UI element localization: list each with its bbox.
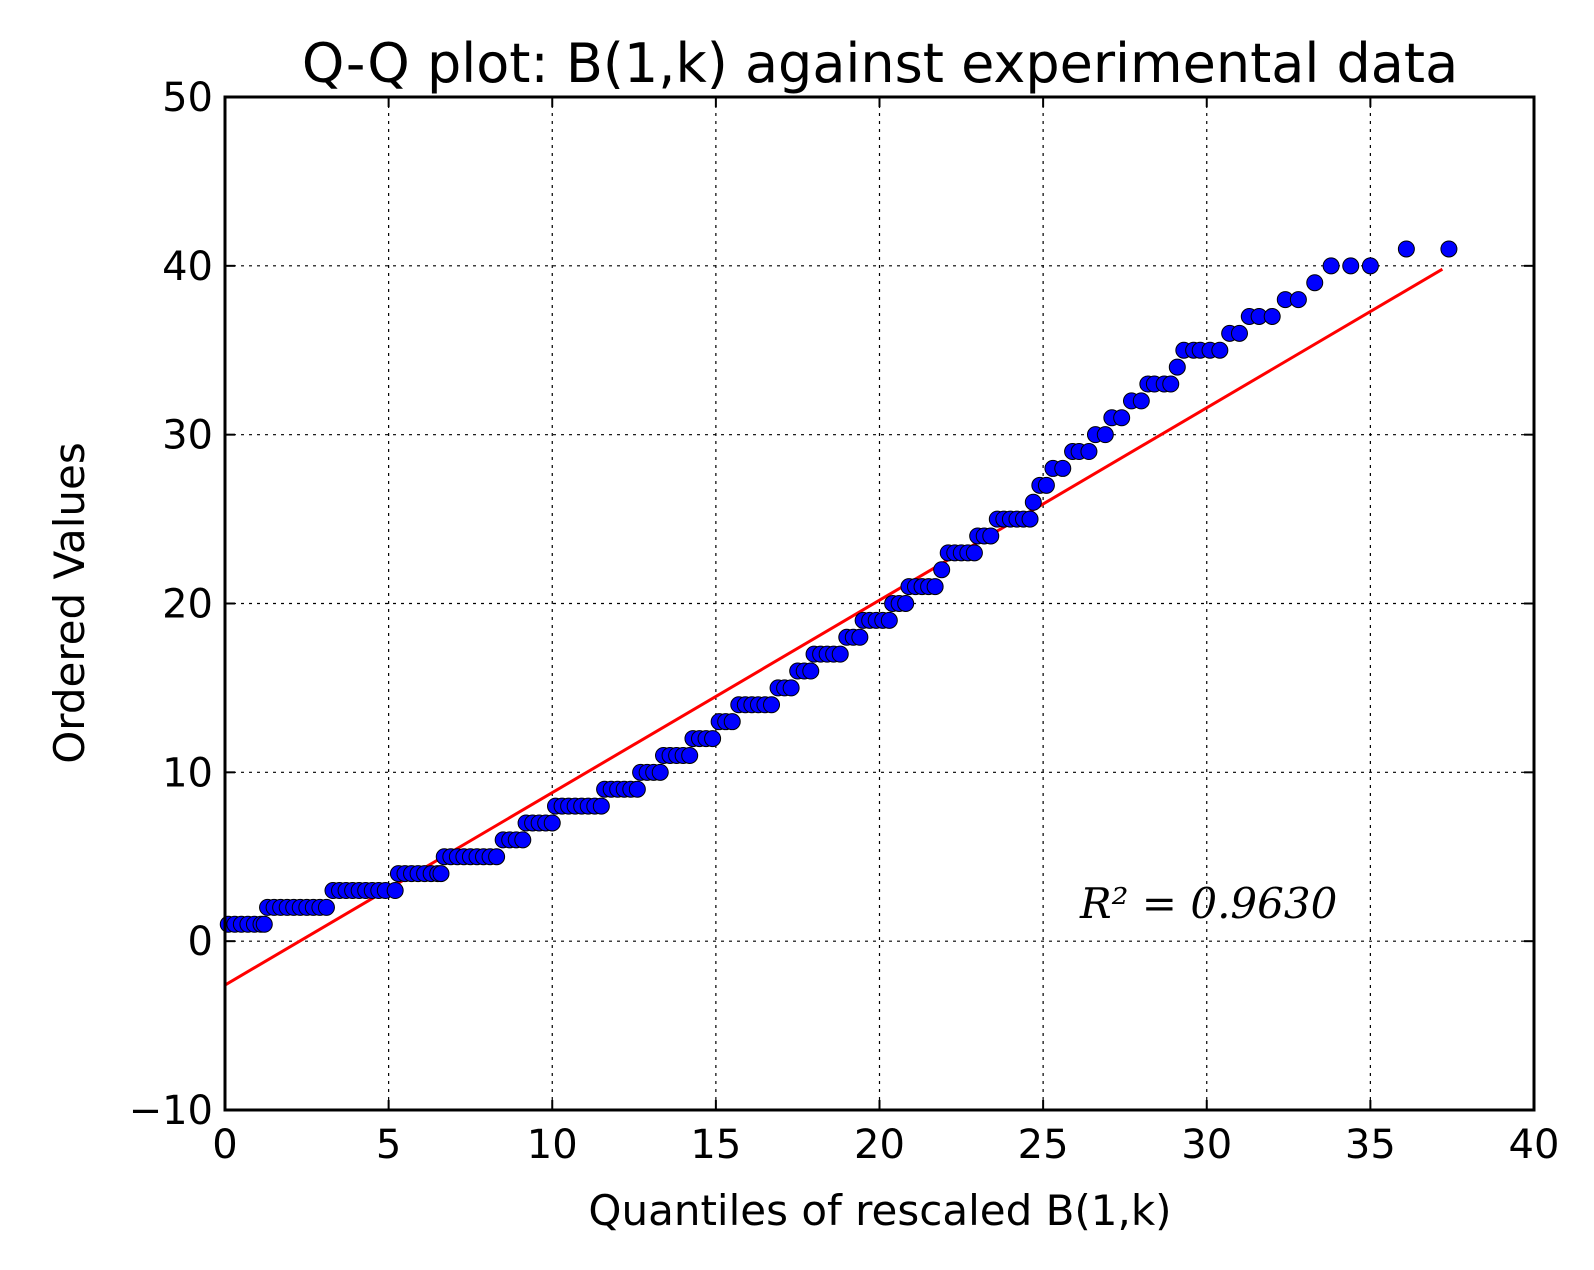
y-tick-label: −10: [129, 1088, 213, 1134]
data-point: [1096, 426, 1114, 444]
data-point: [488, 848, 506, 866]
data-point: [1113, 409, 1131, 427]
data-point: [704, 730, 722, 748]
data-point: [897, 595, 915, 612]
data-point: [681, 746, 699, 764]
data-point: [1037, 476, 1055, 494]
data-point: [543, 814, 561, 832]
y-tick-label: 20: [162, 582, 213, 628]
y-axis-label: Ordered Values: [45, 442, 94, 764]
data-point: [723, 713, 741, 731]
data-point: [592, 797, 610, 815]
y-tick-label: 0: [188, 919, 213, 965]
y-tick-label: 30: [162, 413, 213, 459]
x-tick-label: 25: [1018, 1122, 1069, 1168]
data-point: [1024, 493, 1042, 511]
data-point: [651, 763, 669, 781]
data-point: [1080, 443, 1098, 461]
data-point: [1361, 257, 1379, 275]
x-axis-label: Quantiles of rescaled B(1,k): [588, 1186, 1171, 1235]
data-point: [1306, 274, 1324, 292]
x-tick-label: 15: [690, 1122, 741, 1168]
y-tick-label: 10: [162, 750, 213, 796]
x-tick-label: 40: [1509, 1122, 1560, 1168]
data-point: [851, 628, 869, 646]
data-point: [802, 662, 820, 680]
data-point: [1322, 257, 1340, 275]
data-point: [628, 780, 646, 798]
y-tick-label: 40: [162, 244, 213, 290]
data-point: [1230, 324, 1248, 342]
data-point: [1342, 257, 1360, 275]
data-point: [1168, 358, 1186, 376]
data-point: [1132, 392, 1150, 410]
data-point: [1054, 459, 1072, 477]
data-point: [432, 865, 450, 883]
data-point: [514, 831, 532, 849]
data-point: [763, 696, 781, 714]
data-point: [926, 578, 944, 596]
x-tick-label: 20: [854, 1122, 905, 1168]
x-tick-label: 10: [527, 1122, 578, 1168]
chart-title: Q-Q plot: B(1,k) against experimental da…: [302, 32, 1458, 95]
fit-line-group: [224, 267, 1444, 987]
data-point: [386, 882, 404, 900]
data-point: [317, 898, 335, 916]
x-tick-label: 0: [212, 1122, 237, 1168]
data-points: [219, 240, 1458, 933]
y-tick-label: 50: [162, 75, 213, 121]
x-tick-label: 30: [1181, 1122, 1232, 1168]
data-point: [1289, 291, 1307, 309]
data-point: [831, 645, 849, 663]
data-point: [880, 611, 898, 629]
data-point: [1021, 510, 1039, 528]
x-tick-label: 35: [1345, 1122, 1396, 1168]
data-point: [1162, 375, 1180, 393]
data-point: [982, 527, 1000, 545]
data-point: [1211, 341, 1229, 359]
r-squared-annotation: R² = 0.9630: [1079, 879, 1337, 928]
data-point: [1440, 240, 1458, 258]
data-point: [965, 544, 983, 562]
data-point: [1397, 240, 1415, 258]
x-tick-label: 5: [376, 1122, 401, 1168]
data-point: [782, 679, 800, 697]
data-point: [1263, 307, 1281, 325]
data-point: [933, 561, 951, 579]
fit-line: [224, 267, 1444, 987]
data-point: [255, 915, 273, 933]
